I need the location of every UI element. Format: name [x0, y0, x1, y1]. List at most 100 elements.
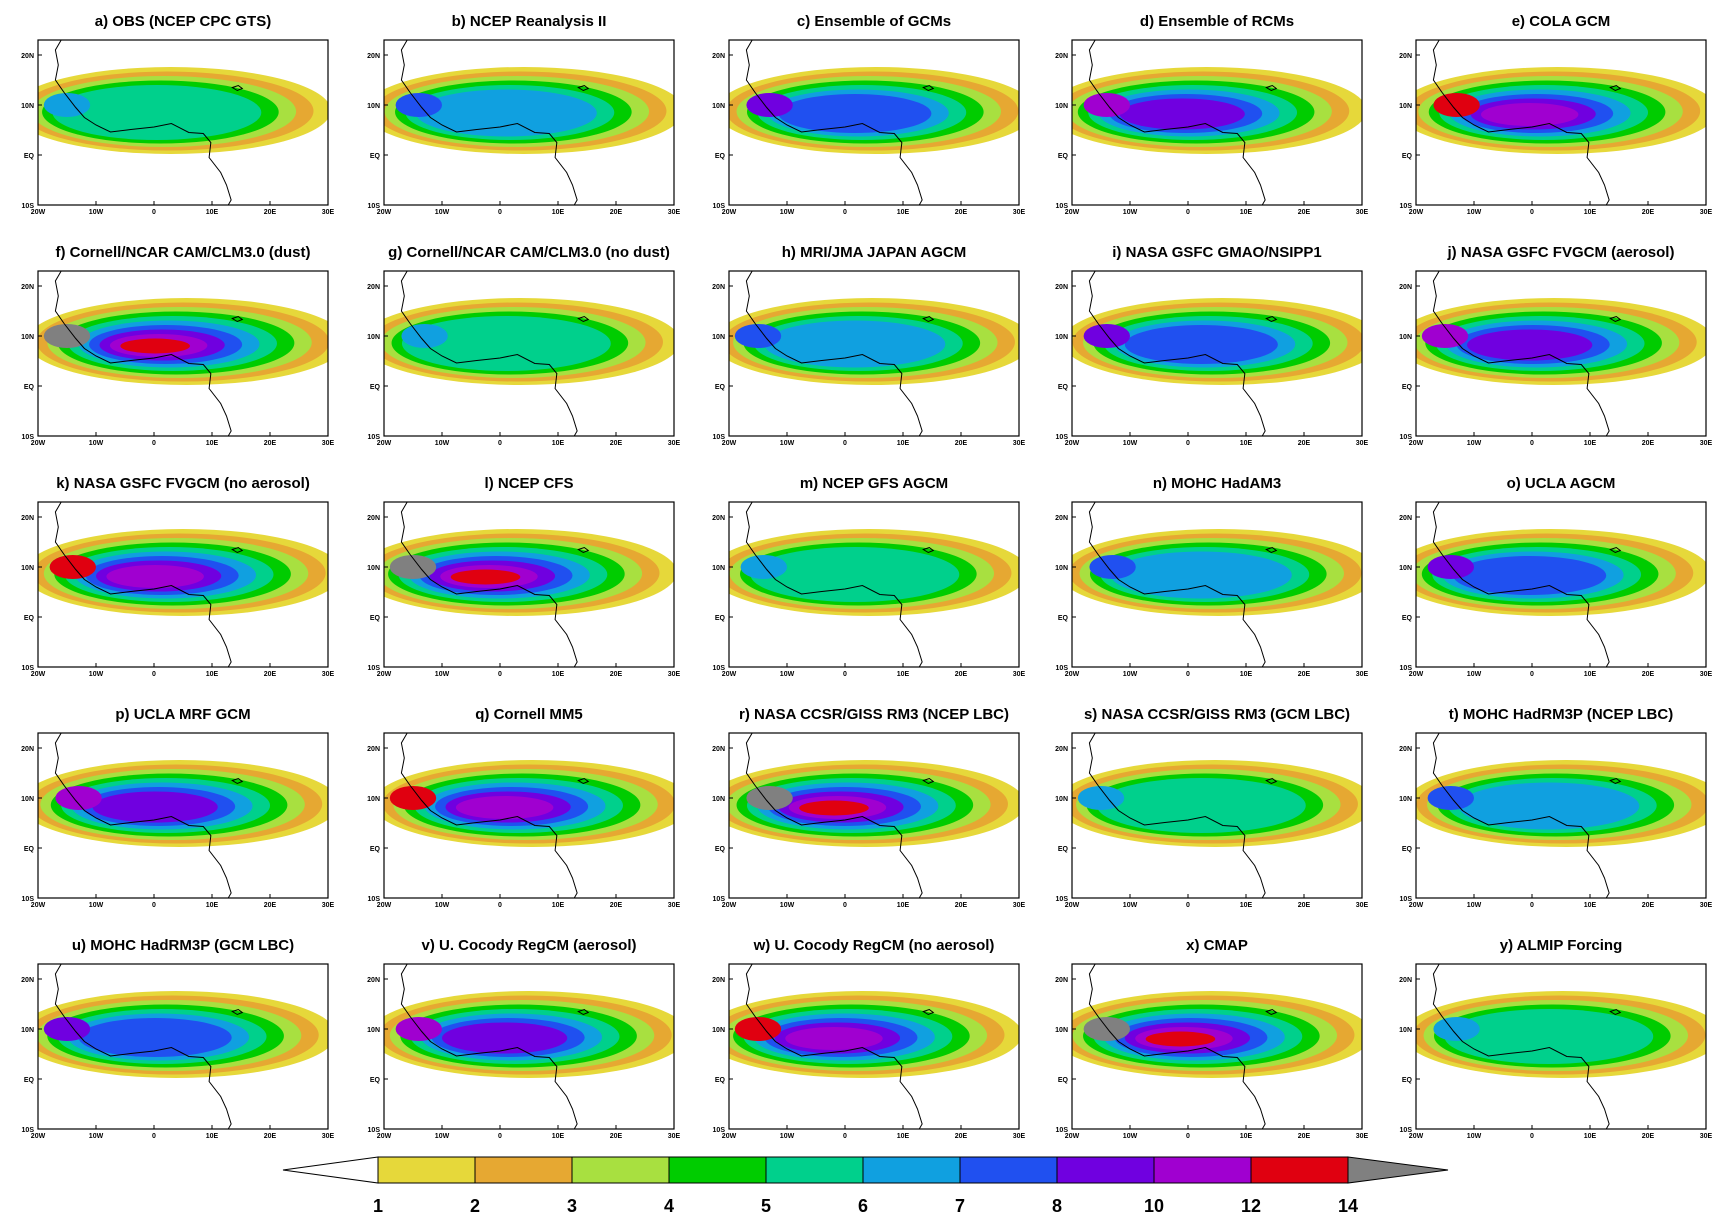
map-panel: o) UCLA AGCM 20W 10W 0 10E 20E 30E 20N 10N EQ 10S — [1399, 475, 1712, 678]
lake — [231, 546, 244, 554]
map-frame — [383, 963, 675, 1130]
y-tick-label: EQ — [370, 1077, 381, 1084]
colorbar-segment — [959, 1156, 1058, 1184]
x-tick-label: 30E — [1013, 1133, 1026, 1140]
x-tick-label: 10E — [1584, 671, 1597, 678]
rain-band — [1096, 778, 1306, 833]
coastline — [1432, 502, 1610, 667]
coastline — [400, 733, 578, 898]
map-panel: d) Ensemble of RCMs 20W 10W 0 10E 20E 30E 20N 10… — [1055, 13, 1368, 216]
x-tick-label: 20E — [1298, 671, 1311, 678]
field — [384, 502, 674, 667]
map-frame — [1071, 501, 1363, 668]
y-tick-label: EQ — [1402, 153, 1413, 160]
field — [38, 271, 328, 436]
x-tick-label: 10W — [435, 209, 450, 216]
x-tick-label: 10W — [435, 671, 450, 678]
y-tick-label: 20N — [1055, 284, 1068, 291]
y-tick-label: 20N — [1399, 977, 1412, 984]
x-tick-label: 30E — [668, 902, 681, 909]
x-tick-label: 10E — [1240, 1133, 1253, 1140]
x-tick-label: 20E — [1642, 1133, 1655, 1140]
x-tick-label: 20W — [722, 440, 737, 447]
y-tick-label: 10N — [1399, 1027, 1412, 1034]
colorbar-label: 8 — [1052, 1196, 1062, 1216]
rain-core — [746, 786, 793, 810]
x-tick-label: 20W — [1065, 902, 1080, 909]
x-tick-label: 30E — [668, 1133, 681, 1140]
y-tick-label: 20N — [21, 746, 34, 753]
lake — [1265, 777, 1278, 785]
map-panel: e) COLA GCM 20W 10W 0 10E 20E 30E 20N 10N EQ 10S — [1399, 13, 1712, 216]
x-tick-label: 20W — [31, 209, 46, 216]
colorbar-label: 3 — [567, 1196, 577, 1216]
map-frame — [728, 270, 1020, 437]
x-tick-label: 10E — [552, 440, 565, 447]
lake — [1265, 546, 1278, 554]
x-tick-label: 10W — [435, 1133, 450, 1140]
lake — [577, 777, 590, 785]
colorbar-low — [282, 1156, 379, 1184]
x-tick-label: 20E — [610, 902, 623, 909]
x-tick-label: 0 — [1530, 209, 1534, 216]
y-tick-label: EQ — [24, 384, 35, 391]
y-tick-label: 20N — [367, 284, 380, 291]
x-tick-label: 0 — [1186, 440, 1190, 447]
x-tick-label: 20W — [722, 671, 737, 678]
y-tick-label: 10N — [367, 103, 380, 110]
x-tick-label: 0 — [1530, 671, 1534, 678]
x-tick-label: 20W — [722, 1133, 737, 1140]
rain-band — [1119, 98, 1245, 130]
x-tick-label: 0 — [498, 671, 502, 678]
coastline — [1088, 502, 1266, 667]
x-tick-label: 30E — [322, 1133, 335, 1140]
y-tick-label: 10S — [368, 896, 381, 903]
x-tick-label: 20E — [1298, 1133, 1311, 1140]
x-tick-label: 10W — [780, 209, 795, 216]
map-frame — [37, 501, 329, 668]
y-tick-label: 10S — [1400, 434, 1413, 441]
y-tick-label: EQ — [1058, 1077, 1069, 1084]
map-panel: t) MOHC HadRM3P (NCEP LBC) 20W 10W 0 10E 20E 3… — [1399, 706, 1712, 909]
rain-band — [1467, 329, 1593, 361]
coastline — [1432, 271, 1610, 436]
y-tick-label: 10S — [22, 665, 35, 672]
y-tick-label: 20N — [367, 515, 380, 522]
y-tick-label: EQ — [24, 615, 35, 622]
x-tick-label: 30E — [1356, 902, 1369, 909]
map-frame — [1071, 732, 1363, 899]
colorbar-label: 4 — [664, 1196, 674, 1216]
map-panel: m) NCEP GFS AGCM 20W 10W 0 10E 20E 30E 20N 10N EQ… — [712, 475, 1025, 678]
panel-title: j) NASA GSFC FVGCM (aerosol) — [1447, 244, 1675, 261]
map-panel: i) NASA GSFC GMAO/NSIPP1 20W 10W 0 10E 20E 30E… — [1055, 244, 1368, 447]
x-tick-label: 10E — [552, 209, 565, 216]
field — [38, 733, 328, 898]
x-tick-label: 10W — [1467, 902, 1482, 909]
y-tick-label: 10N — [1055, 1027, 1068, 1034]
x-tick-label: 30E — [322, 671, 335, 678]
x-tick-label: 20E — [1642, 209, 1655, 216]
lake — [1265, 1008, 1278, 1016]
map-frame — [383, 270, 675, 437]
field — [729, 733, 1019, 898]
x-tick-label: 10W — [1467, 671, 1482, 678]
map-panel: s) NASA CCSR/GISS RM3 (GCM LBC) 20W 10W 0 10… — [1055, 706, 1369, 909]
x-tick-label: 10E — [552, 1133, 565, 1140]
map-frame — [1415, 963, 1707, 1130]
y-tick-label: 10S — [1056, 434, 1069, 441]
map-frame — [728, 39, 1020, 206]
x-tick-label: 0 — [1530, 1133, 1534, 1140]
map-frame — [1415, 732, 1707, 899]
colorbar-segment — [668, 1156, 767, 1184]
rain-core — [746, 93, 793, 117]
lake — [1609, 777, 1622, 785]
rain-band — [52, 85, 262, 140]
x-tick-label: 20W — [31, 671, 46, 678]
x-tick-label: 20E — [610, 209, 623, 216]
colorbar-segment — [1153, 1156, 1252, 1184]
x-tick-label: 10E — [206, 902, 219, 909]
x-tick-label: 20E — [1298, 902, 1311, 909]
rain-core — [55, 786, 102, 810]
y-tick-label: 20N — [21, 284, 34, 291]
x-tick-label: 20W — [1065, 1133, 1080, 1140]
